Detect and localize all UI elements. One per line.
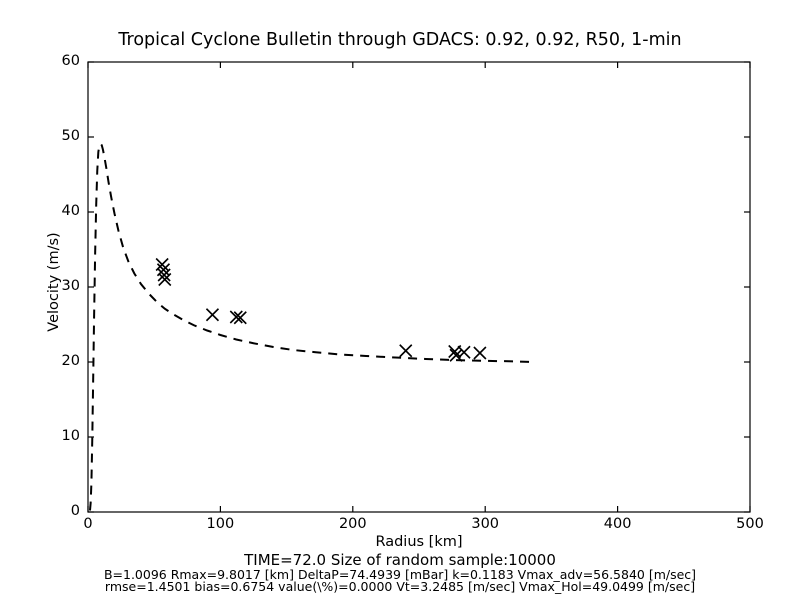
ytick-label: 30 [61,278,80,294]
observation-marker [449,348,463,362]
xtick-label: 500 [736,516,764,532]
observation-marker [229,310,243,324]
tick-marks [87,61,751,513]
xtick-label: 300 [471,516,500,532]
axes-frame [87,61,751,513]
xtick-label: 200 [338,516,367,532]
observation-marker [155,257,169,272]
ytick-label: 40 [61,203,80,219]
x-axis-label: Radius [km] [375,534,463,550]
ytick-label: 20 [61,353,80,369]
ytick-label: 0 [70,503,80,519]
observation-marker [157,268,171,282]
observation-marker [457,345,471,359]
footer-stats-line-1: B=1.0096 Rmax=9.8017 [km] DeltaP=74.4939… [103,567,697,582]
y-axis-label: Velocity (m/s) [46,232,62,332]
chart-title: Tropical Cyclone Bulletin through GDACS:… [118,30,682,50]
footer-time-line: TIME=72.0 Size of random sample:10000 [244,551,556,569]
observation-marker [158,272,172,287]
xtick-label: 100 [206,516,235,532]
ytick-label: 10 [61,428,80,444]
footer-stats-line-2: rmse=1.4501 bias=0.6754 value(\%)=0.0000… [104,579,696,594]
observation-marker [233,311,247,325]
observation-marker [205,308,220,322]
observation-markers [155,257,487,362]
xtick-label: 0 [83,516,93,532]
observation-marker [473,346,487,360]
observation-marker [399,344,413,358]
ytick-label: 50 [61,128,80,144]
model-curve-dashed [88,143,535,511]
ytick-label: 60 [61,53,80,69]
xtick-label: 400 [603,516,632,532]
